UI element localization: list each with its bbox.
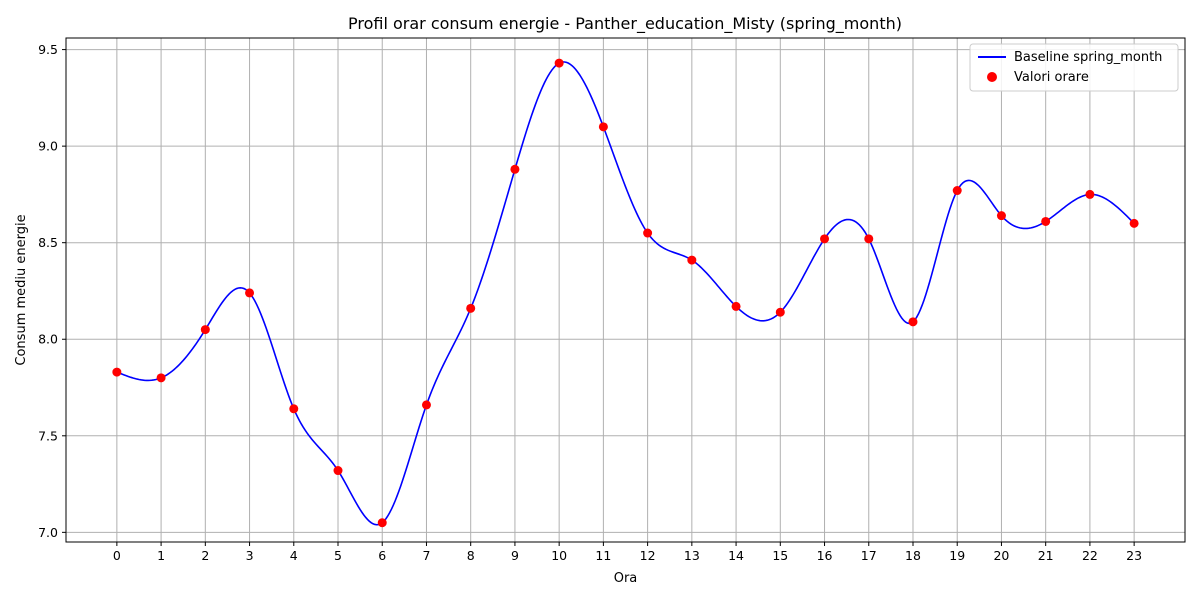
- legend: Baseline spring_month Valori orare: [969, 43, 1179, 92]
- x-tick-label: 23: [1126, 548, 1142, 563]
- hourly-value-point: [466, 303, 476, 313]
- y-tick-label: 8.5: [38, 235, 58, 250]
- x-tick-label: 6: [378, 548, 386, 563]
- x-tick-label: 12: [640, 548, 656, 563]
- x-tick-label: 16: [817, 548, 833, 563]
- plot-series: [112, 58, 1139, 528]
- x-tick-label: 22: [1082, 548, 1098, 563]
- x-tick-label: 4: [290, 548, 298, 563]
- x-tick-label: 11: [595, 548, 611, 563]
- x-tick-label: 18: [905, 548, 921, 563]
- hourly-value-point: [112, 367, 122, 377]
- hourly-value-point: [1085, 189, 1095, 199]
- x-tick-label: 20: [993, 548, 1009, 563]
- hourly-value-point: [245, 288, 255, 298]
- legend-box: [969, 43, 1179, 92]
- y-axis-label: Consum mediu energie: [14, 214, 29, 365]
- hourly-value-point: [421, 400, 431, 410]
- hourly-value-point: [554, 58, 564, 68]
- legend-entry-baseline: Baseline spring_month: [1014, 50, 1162, 65]
- hourly-value-point: [996, 211, 1006, 221]
- x-tick-label: 15: [772, 548, 788, 563]
- hourly-value-point: [289, 404, 299, 414]
- hourly-value-point: [908, 317, 918, 327]
- hourly-value-point: [333, 466, 343, 476]
- x-tick-label: 14: [728, 548, 744, 563]
- axis-ticks: 0 1 2 3 4 5 6 7 8 9 10 11 12 13 14 15 16 17 18 19 20 21 22 237.…: [38, 42, 1142, 563]
- x-tick-label: 3: [246, 548, 254, 563]
- x-tick-label: 1: [157, 548, 165, 563]
- x-tick-label: 2: [201, 548, 209, 563]
- hourly-value-point: [156, 373, 166, 383]
- baseline-series-line: [116, 61, 1135, 526]
- legend-point-marker: [987, 72, 997, 82]
- y-tick-label: 7.0: [38, 525, 58, 540]
- hourly-value-point: [200, 325, 210, 335]
- x-tick-label: 9: [511, 548, 519, 563]
- x-tick-label: 10: [551, 548, 567, 563]
- x-axis-label: Ora: [614, 571, 638, 586]
- grid: [66, 38, 1185, 542]
- hourly-value-point: [1129, 218, 1139, 228]
- hourly-value-point: [952, 186, 962, 196]
- hourly-value-point: [377, 518, 387, 528]
- x-tick-label: 17: [861, 548, 877, 563]
- y-tick-label: 7.5: [38, 428, 58, 443]
- hourly-value-point: [731, 301, 741, 311]
- x-tick-label: 8: [467, 548, 475, 563]
- hourly-value-point: [820, 234, 830, 244]
- chart-title: Profil orar consum energie - Panther_edu…: [348, 14, 902, 34]
- hourly-value-point: [775, 307, 785, 317]
- hourly-value-point: [1041, 216, 1051, 226]
- x-tick-label: 0: [113, 548, 121, 563]
- x-tick-label: 19: [949, 548, 965, 563]
- hourly-value-point: [510, 164, 520, 174]
- hourly-value-point: [687, 255, 697, 265]
- legend-entry-values: Valori orare: [1014, 70, 1089, 85]
- y-tick-label: 9.5: [38, 42, 58, 57]
- plot-area-frame: [65, 37, 1186, 543]
- x-tick-label: 13: [684, 548, 700, 563]
- x-tick-label: 5: [334, 548, 342, 563]
- y-tick-label: 8.0: [38, 332, 58, 347]
- hourly-value-point: [598, 122, 608, 132]
- x-tick-label: 21: [1038, 548, 1054, 563]
- x-tick-label: 7: [422, 548, 430, 563]
- y-tick-label: 9.0: [38, 139, 58, 154]
- hourly-value-point: [643, 228, 653, 238]
- hourly-value-point: [864, 234, 874, 244]
